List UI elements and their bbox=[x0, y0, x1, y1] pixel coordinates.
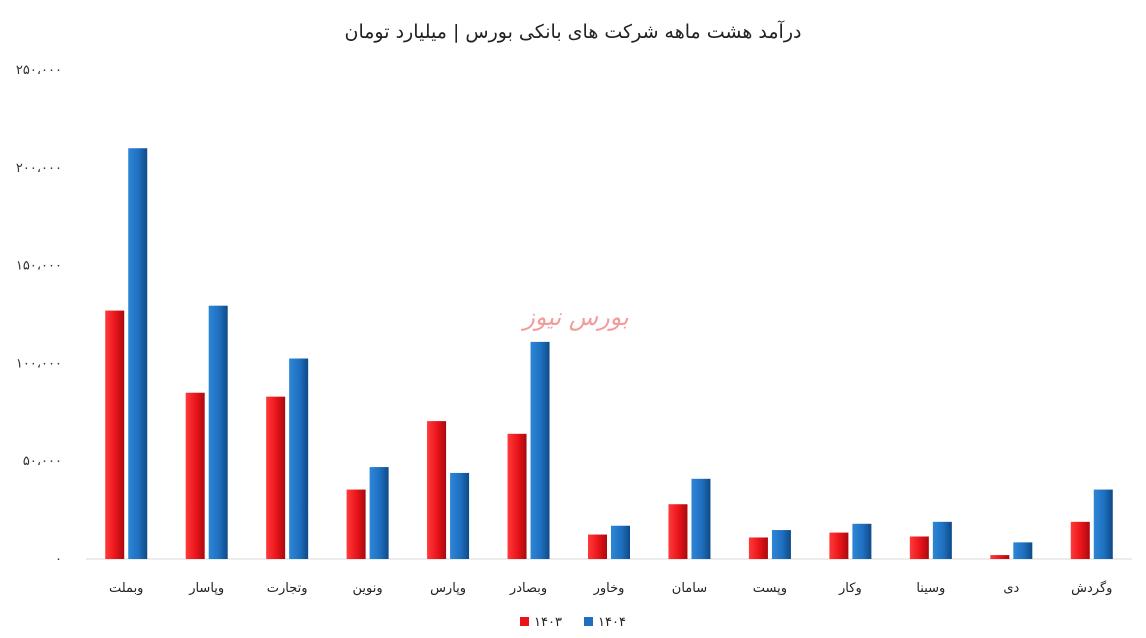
bar-series2 bbox=[932, 521, 952, 559]
bar-series2 bbox=[852, 523, 872, 559]
y-tick-label: ۱۵۰،۰۰۰ bbox=[16, 259, 62, 274]
bar-series2 bbox=[369, 467, 389, 559]
bar-series1 bbox=[588, 534, 607, 559]
x-category-label: سامان bbox=[672, 581, 707, 596]
bar-series1 bbox=[829, 532, 849, 559]
bar-series2 bbox=[289, 358, 309, 559]
bar-series2 bbox=[771, 530, 791, 559]
x-axis-labels: وبملت وپاسار وتجارت ونوین وپارس وبصادر وخاور سا… bbox=[109, 580, 1112, 596]
x-category-label: وپاسار bbox=[188, 581, 224, 596]
bar-series1 bbox=[748, 537, 768, 559]
bar-series1 bbox=[185, 392, 205, 559]
y-tick-label: ۰ bbox=[55, 552, 62, 567]
y-tick-label: ۵۰،۰۰۰ bbox=[23, 454, 62, 469]
bar-series1 bbox=[346, 489, 366, 559]
x-category-label: دی bbox=[1003, 581, 1019, 596]
legend-swatch bbox=[520, 617, 529, 626]
legend-label: ۱۴۰۳ bbox=[534, 615, 562, 630]
bar-series2 bbox=[128, 148, 148, 560]
bar-series2 bbox=[208, 305, 228, 559]
bar-series1 bbox=[668, 504, 688, 559]
bar-series1 bbox=[266, 396, 286, 559]
bar-series2 bbox=[450, 472, 470, 559]
bar-series1 bbox=[105, 310, 125, 559]
x-category-label: ونوین bbox=[353, 581, 383, 596]
bars-group bbox=[105, 148, 1113, 560]
x-category-label: وپست bbox=[753, 581, 787, 596]
bar-series2 bbox=[1013, 542, 1033, 559]
bar-series2 bbox=[530, 341, 550, 559]
bar-series2 bbox=[611, 525, 630, 559]
y-tick-label: ۲۰۰،۰۰۰ bbox=[16, 161, 62, 176]
bar-series2 bbox=[691, 478, 711, 559]
x-category-label: وبملت bbox=[109, 581, 143, 596]
bar-series1 bbox=[507, 433, 527, 559]
x-category-label: وکار bbox=[838, 581, 862, 596]
x-category-label: وتجارت bbox=[267, 581, 308, 596]
y-axis: ۰ ۵۰،۰۰۰ ۱۰۰،۰۰۰ ۱۵۰،۰۰۰ ۲۰۰،۰۰۰ ۲۵۰،۰۰۰ bbox=[16, 63, 62, 567]
y-tick-label: ۱۰۰،۰۰۰ bbox=[16, 356, 62, 371]
x-category-label: وسینا bbox=[916, 581, 945, 596]
x-category-label: وگردش bbox=[1071, 580, 1112, 596]
y-tick-label: ۲۵۰،۰۰۰ bbox=[16, 63, 62, 78]
bar-series1 bbox=[427, 421, 447, 559]
x-category-label: وخاور bbox=[593, 581, 625, 596]
bar-series2 bbox=[1093, 489, 1113, 559]
bar-series1 bbox=[990, 555, 1010, 559]
watermark-logo: بورس نیوز bbox=[520, 303, 629, 331]
x-category-label: وبصادر bbox=[509, 581, 547, 596]
bar-series1 bbox=[1070, 521, 1090, 559]
legend-swatch bbox=[584, 617, 593, 626]
bar-series1 bbox=[909, 536, 929, 559]
legend: ۱۴۰۳ ۱۴۰۴ bbox=[520, 615, 626, 630]
x-category-label: وپارس bbox=[430, 581, 466, 596]
legend-label: ۱۴۰۴ bbox=[598, 615, 626, 630]
chart-title: درآمد هشت ماهه شرکت های بانکی بورس | میل… bbox=[345, 19, 802, 43]
